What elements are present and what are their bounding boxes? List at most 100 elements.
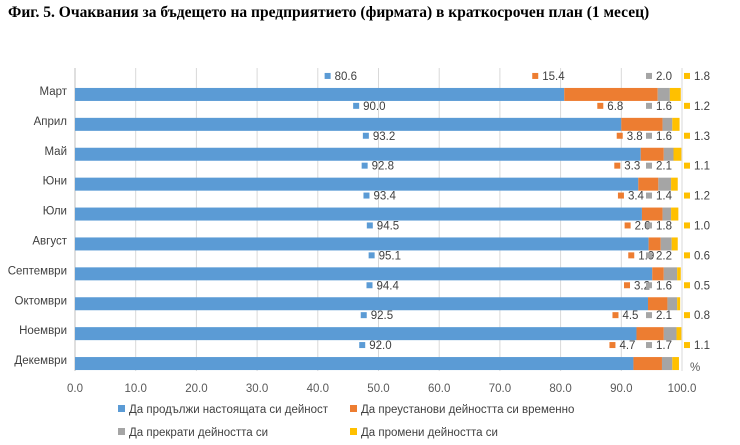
data-label: 93.4 [373,191,396,203]
bar-segment [667,297,678,311]
data-label: 3.3 [624,161,640,173]
data-label: 4.5 [622,310,638,322]
x-tick-label: 90.0 [610,383,632,395]
legend-marker [118,405,125,412]
data-label-marker [624,282,631,289]
data-label-marker [684,162,690,169]
category-label: Юни [43,176,67,188]
bar-segment [672,117,680,131]
data-label: 93.2 [373,131,395,143]
x-tick-label: 0.0 [67,383,83,395]
data-label: 0.5 [694,280,710,292]
legend-label: Да прекрати дейността си [129,427,268,439]
legend-label: Да промени дейността си [361,427,498,439]
data-label: 92.8 [372,161,394,173]
legend-marker [118,428,125,435]
bar-segment [641,207,663,221]
category-label: Декември [14,355,67,367]
data-label-marker [624,222,631,229]
bar-segment [75,147,641,161]
bar-segment [661,357,673,371]
bar-segment [636,327,664,341]
legend-marker [350,405,357,412]
data-label: 1.8 [656,220,672,232]
data-label-marker [646,222,652,229]
data-label-marker [646,132,652,139]
category-labels: Март Април Май Юни Юли Август Септември Октомвр… [8,86,68,367]
data-label-marker [646,102,652,109]
data-label-marker [360,312,367,319]
bar-segment [663,267,678,281]
data-label-marker [366,222,373,229]
bar-segment [669,87,681,101]
bar-segment [75,357,634,371]
bar-segment [663,147,674,161]
data-label-marker [684,222,690,229]
data-label-marker [684,282,690,289]
chart-title: Фиг. 5. Очаквания за бъдещето на предпри… [8,4,650,21]
data-label-marker [684,72,690,79]
category-label: Септември [8,265,67,277]
data-label: 1.1 [694,340,710,352]
data-label-marker [532,72,539,79]
legend-label: Да продължи настоящата си дейност [129,404,329,416]
data-label: 1.0 [694,220,710,232]
data-label: 1.6 [656,101,672,113]
x-tick-label: 40.0 [307,383,329,395]
data-label: 1.2 [694,191,710,203]
bar-segment [658,177,672,191]
legend: Да продължи настоящата си дейност Да преу… [118,404,574,439]
data-label-marker [368,252,375,259]
data-label: 2.0 [656,71,672,83]
bar-segment [638,177,659,191]
data-label-marker [646,282,652,289]
bar-segment [657,87,670,101]
bar-segment [663,327,677,341]
bar-segment [75,237,649,251]
x-tick-label: 80.0 [549,383,571,395]
data-label: 2.1 [656,161,672,173]
x-tick-label: 100.0 [668,383,697,395]
data-label: 0.8 [694,310,710,322]
data-label-marker [646,252,652,259]
bar-segment [75,207,642,221]
data-label-marker [612,312,619,319]
bar-segment [648,237,661,251]
data-label: 3.8 [627,131,643,143]
data-label-marker [324,72,331,79]
bar-segment [640,147,664,161]
category-label: Октомври [15,295,67,307]
legend-label: Да преустанови дейността си временно [361,404,574,416]
data-label: 94.4 [377,280,400,292]
category-label: Юли [43,206,67,218]
data-label-marker [609,342,616,349]
data-label-marker [366,282,373,289]
data-labels: 80.6 15.4 2.0 1.8 90.0 6.8 1.6 1.2 93.2 3.8 1.6 1.3… [324,71,710,352]
data-label-marker [684,192,690,199]
bar-segment [672,357,679,371]
category-label: Ноември [19,325,67,337]
data-label: 95.1 [379,250,401,262]
x-tick-label: 60.0 [428,383,450,395]
bar-segment [75,327,637,341]
bar-segment [662,207,672,221]
data-label: 1.3 [694,131,710,143]
data-label: 2.1 [656,310,672,322]
data-label-marker [646,312,652,319]
data-label-marker [684,312,690,319]
bar-segment [75,117,622,131]
data-label: 90.0 [363,101,385,113]
category-label: Април [34,116,67,128]
bar-segment [677,267,681,281]
bar-segment [633,357,662,371]
bar-segment [671,237,678,251]
data-label: 1.2 [694,101,710,113]
data-label-marker [628,252,635,259]
bars [75,87,682,371]
bar-segment [652,267,664,281]
data-label-marker [359,342,366,349]
bar-segment [673,147,682,161]
data-label: 1.7 [656,340,672,352]
data-label: 1.4 [656,191,673,203]
bar-segment [648,297,668,311]
